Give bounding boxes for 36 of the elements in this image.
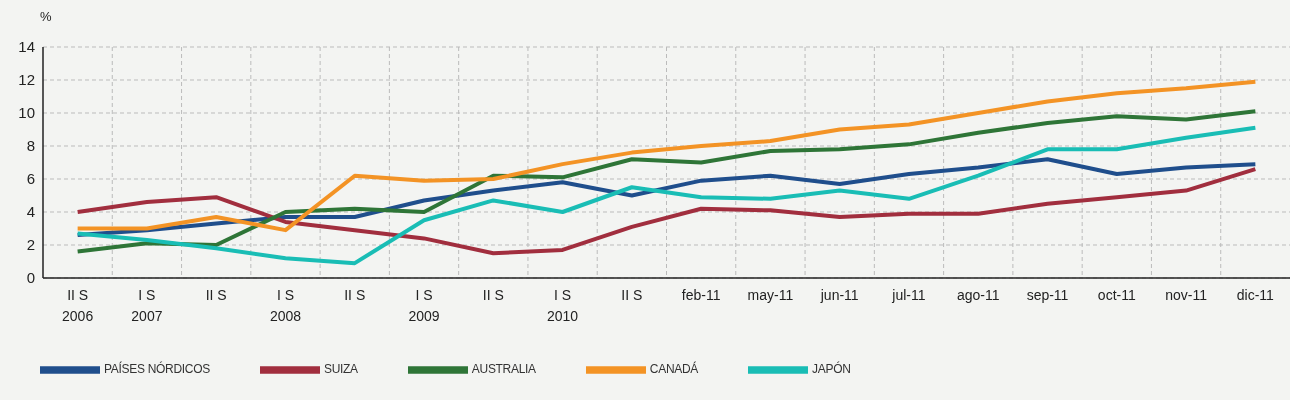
x-tick-label: II S [205,287,227,303]
x-tick-label: jul-11 [891,287,926,303]
x-tick-label: II S [621,287,643,303]
legend-label: CANADÁ [649,362,699,377]
x-tick-label: I S 2007 [131,287,163,324]
x-tick-label: oct-11 [1097,287,1136,303]
y-tick-label: 0 [26,269,35,287]
y-tick-label: 10 [18,104,35,122]
x-tick-label: ago-11 [956,287,1000,303]
line-series [75,167,1258,256]
y-tick-label: 4 [26,203,35,221]
y-tick-label: 6 [26,170,35,188]
x-tick-label: II S 2006 [62,287,94,324]
y-tick-label: 14 [18,38,35,56]
line-series [75,109,1258,254]
legend-label: AUSTRALIA [471,362,536,377]
y-tick-label: 2 [26,236,35,254]
x-tick-label: may-11 [747,287,794,303]
x-tick-label: sep-11 [1026,287,1069,303]
x-tick-label: I S 2009 [408,287,440,324]
y-axis-title: % [40,9,52,24]
line-series [75,125,1258,266]
legend-label: JAPÓN [812,362,851,377]
y-tick-label: 8 [26,137,35,155]
legend-label: SUIZA [323,362,358,377]
y-tick-label: 12 [18,71,35,89]
x-tick-label: dic-11 [1236,287,1275,303]
x-tick-label: nov-11 [1165,287,1208,303]
x-tick-label: jun-11 [819,287,859,303]
x-tick-label: II S [482,287,504,303]
x-tick-label: feb-11 [681,287,721,303]
x-tick-label: II S [344,287,366,303]
legend-label: PAÍSES NÓRDICOS [104,362,210,377]
x-tick-label: I S 2010 [547,287,579,324]
x-tick-label: I S 2008 [269,287,302,324]
line-series [75,79,1258,233]
